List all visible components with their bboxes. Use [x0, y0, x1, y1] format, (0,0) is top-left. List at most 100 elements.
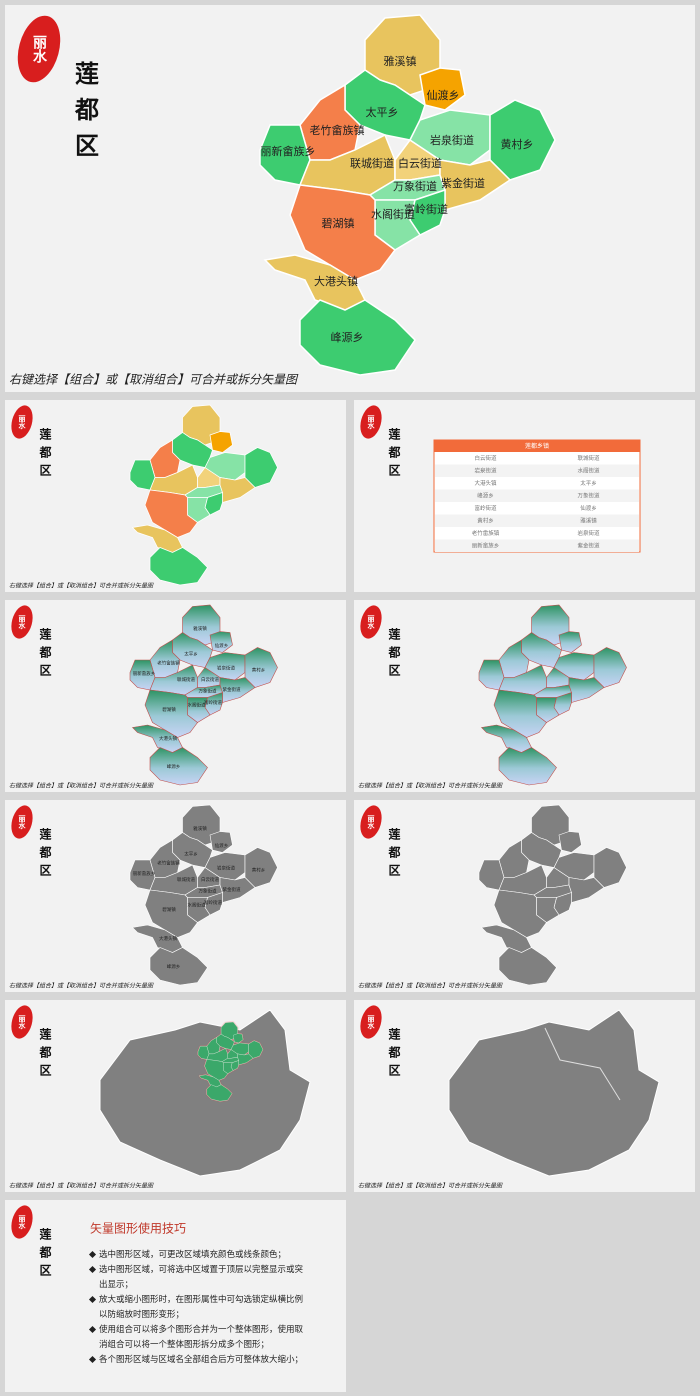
caption: 右键选择【组合】或【取消组合】可合并或拆分矢量图: [9, 782, 154, 790]
seal: [11, 1005, 33, 1039]
tip-box: 放大或缩小图形时，在图形属性中可勾选锁定纵横比例以防缩放时图形变形；: [99, 1295, 304, 1320]
caption: 右键选择【组合】或【取消组合】可合并或拆分矢量图: [9, 373, 299, 387]
district-label: 岩泉街道: [217, 865, 235, 872]
seal-text: 丽水: [18, 615, 28, 630]
district-label: 联城街道: [177, 676, 195, 683]
table-row-bg: [435, 489, 639, 502]
district: [498, 947, 557, 986]
district: [237, 1053, 254, 1066]
district: [204, 1059, 228, 1081]
seal-text: 丽水: [367, 615, 377, 630]
district: [244, 647, 278, 688]
caption: 右键选择【组合】或【取消组合】可合并或拆分矢量图: [358, 1182, 503, 1190]
district-label: 雅溪镇: [193, 625, 207, 632]
district-label: 白云街道: [201, 876, 219, 883]
table-cell: 丽新畲族乡: [472, 542, 500, 550]
district-label: 碧湖镇: [322, 216, 355, 230]
district: [144, 689, 198, 738]
district-label: 碧湖镇: [162, 906, 176, 913]
tip-item: 使用组合可以将多个图形合并为一个整体图形，使用取消组合可以将一个整体图形拆分成多…: [99, 1325, 304, 1350]
district-label: 仙渡乡: [215, 842, 229, 849]
district-label: 太平乡: [184, 851, 198, 858]
slide-title: 莲都区: [38, 627, 52, 682]
tips-title: 矢量图形使用技巧: [90, 1221, 186, 1236]
table-cell: 太平乡: [580, 479, 597, 487]
table-header: 莲都乡镇: [525, 442, 549, 450]
district: [206, 1084, 233, 1102]
district-label: 岩泉街道: [430, 133, 474, 147]
district: [219, 677, 256, 703]
district-label: 老竹畲族镇: [310, 123, 365, 137]
slide: [5, 1200, 346, 1392]
district: [144, 889, 198, 938]
district: [219, 477, 256, 503]
district-label: 万象街道: [393, 179, 437, 193]
table-row-bg: [435, 514, 639, 527]
table-cell: 白云街道: [474, 454, 497, 462]
tip-item: 选中图形区域，可将选中区域置于顶层以完整显示或突出显示；: [99, 1265, 304, 1290]
district-label: 联城街道: [350, 156, 394, 170]
seal-text: 丽水: [18, 815, 28, 830]
district-label: 岩泉街道: [217, 665, 235, 672]
district: [144, 489, 199, 538]
district-label: 大港头镇: [159, 935, 177, 942]
district-label: 黄村乡: [252, 867, 266, 874]
district-label: 水阁街道: [188, 902, 206, 909]
caption: 右键选择【组合】或【取消组合】可合并或拆分矢量图: [358, 982, 503, 990]
seal-text: 丽水: [31, 35, 47, 64]
tip-box: 各个图形区域与区域名全部组合后方可整体放大缩小；: [99, 1355, 303, 1365]
district-label: 富岭街道: [404, 202, 448, 216]
district-label: 紫金街道: [441, 176, 485, 190]
table-cell: 雅溪镇: [580, 517, 597, 525]
table-cell: 联城街道: [577, 454, 600, 462]
slide-title: 莲都区: [387, 827, 401, 882]
table-row-bg: [435, 464, 639, 477]
seal: [360, 1005, 382, 1039]
table-cell: 大港头镇: [474, 479, 497, 487]
district: [439, 159, 512, 211]
region-border: [544, 1027, 621, 1101]
district: [593, 647, 627, 688]
district-label: 富岭街道: [204, 899, 222, 906]
district: [219, 877, 256, 903]
district-label: 白云街道: [201, 676, 219, 683]
district-label: 水阁街道: [371, 207, 415, 221]
slide-title: 莲都区: [387, 427, 401, 482]
district-label: 太平乡: [366, 106, 399, 119]
table-cell: 富岭街道: [474, 504, 497, 512]
district: [149, 947, 208, 986]
seal: [17, 15, 61, 83]
slide-title: 莲都区: [38, 1027, 52, 1082]
table-cell: 紫金街道: [577, 542, 600, 550]
district-label: 仙渡乡: [215, 642, 229, 649]
slide-title: 莲都区: [71, 61, 100, 169]
district: [149, 547, 208, 586]
district-label: 雅溪镇: [384, 54, 417, 68]
tip-item: 选中图形区域，可更改区域填充颜色或线条颜色；: [99, 1250, 287, 1260]
district-label: 雅溪镇: [193, 825, 207, 832]
district-label: 峰源乡: [167, 963, 181, 970]
seal-text: 丽水: [367, 415, 377, 430]
caption: 右键选择【组合】或【取消组合】可合并或拆分矢量图: [9, 582, 154, 590]
district: [593, 847, 627, 888]
district-label: 碧湖镇: [162, 706, 176, 713]
seal: [360, 805, 382, 839]
district-map: [129, 404, 278, 586]
table-cell: 峰源乡: [477, 492, 494, 500]
district-label: 仙渡乡: [427, 88, 460, 102]
district-label: 丽新畲族乡: [133, 670, 156, 677]
seal: [11, 405, 33, 439]
district: [149, 747, 208, 786]
district: [568, 677, 605, 703]
tip-item: 放大或缩小图形时，在图形属性中可勾选锁定纵横比例以防缩放时图形变形；: [99, 1295, 304, 1320]
district-label: 峰源乡: [331, 330, 364, 344]
district-label: 大港头镇: [159, 735, 177, 742]
seal-text: 丽水: [18, 1015, 28, 1030]
district-label: 黄村乡: [501, 137, 534, 151]
seal: [360, 405, 382, 439]
district-label: 富岭街道: [204, 699, 222, 706]
table-header-bg: [434, 440, 640, 452]
